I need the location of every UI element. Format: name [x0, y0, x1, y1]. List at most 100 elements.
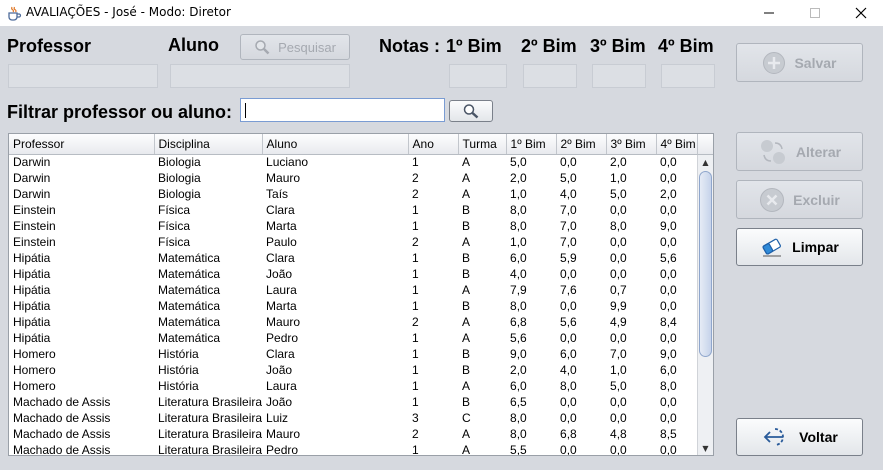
table-cell: 1	[412, 443, 419, 456]
scrollbar-thumb[interactable]	[699, 171, 712, 357]
excluir-button[interactable]: Excluir	[736, 180, 863, 219]
table-cell: C	[462, 411, 471, 425]
filter-input[interactable]	[240, 98, 445, 122]
table-cell: 1	[412, 331, 419, 345]
table-cell: Hipátia	[13, 331, 51, 345]
table-row[interactable]: Machado de Assis Literatura Brasileira Ped…	[9, 442, 706, 456]
table-cell: Física	[158, 235, 191, 249]
table-cell: Matemática	[158, 267, 221, 281]
table-row[interactable]: Homero História Laura 1 A 6,0 8,0 5,0 8,0	[9, 378, 706, 394]
table-cell: 0,0	[560, 267, 577, 281]
close-icon	[855, 7, 867, 19]
table-cell: Hipátia	[13, 299, 51, 313]
table-row[interactable]: Homero História João 1 B 2,0 4,0 1,0 6,0	[9, 362, 706, 378]
table-row[interactable]: Hipátia Matemática Clara 1 B 6,0 5,9 0,0 5,6	[9, 250, 706, 266]
vertical-scrollbar[interactable]: ▲ ▼	[697, 155, 713, 455]
table-cell: 0,0	[560, 299, 577, 313]
alterar-button[interactable]: Alterar	[736, 132, 863, 171]
col-header-bim2[interactable]: 2º Bim	[556, 134, 607, 155]
bim3-field[interactable]	[592, 64, 646, 88]
table-cell: 1	[412, 299, 419, 313]
table-row[interactable]: Hipátia Matemática Mauro 2 A 6,8 5,6 4,9 8,4	[9, 314, 706, 330]
table-cell: Luciano	[266, 155, 309, 170]
close-button[interactable]	[838, 0, 883, 26]
eraser-icon	[760, 236, 784, 258]
voltar-button[interactable]: Voltar	[736, 418, 863, 456]
table-row[interactable]: Homero História Clara 1 B 9,0 6,0 7,0 9,0	[9, 346, 706, 362]
table-row[interactable]: Hipátia Matemática Laura 1 A 7,9 7,6 0,7 0,0	[9, 282, 706, 298]
table-cell: 4,0	[560, 187, 577, 201]
table-cell: Machado de Assis	[13, 427, 111, 441]
java-cup-icon	[8, 6, 22, 21]
minimize-button[interactable]	[746, 0, 792, 26]
table-cell: 5,0	[560, 171, 577, 185]
table-row[interactable]: Einstein Física Clara 1 B 8,0 7,0 0,0 0,0	[9, 202, 706, 218]
professor-label: Professor	[7, 36, 92, 56]
col-header-turma[interactable]: Turma	[458, 134, 507, 155]
table-cell: Hipátia	[13, 267, 51, 281]
table-cell: Hipátia	[13, 315, 51, 329]
table-cell: Clara	[266, 251, 295, 265]
table-cell: 5,6	[560, 315, 577, 329]
table-row[interactable]: Machado de Assis Literatura Brasileira Mau…	[9, 426, 706, 442]
col-header-bim1[interactable]: 1º Bim	[506, 134, 557, 155]
aluno-label: Aluno	[168, 35, 219, 55]
bim1-field[interactable]	[449, 64, 507, 88]
table-cell: Física	[158, 219, 191, 233]
table-cell: Matemática	[158, 331, 221, 345]
window-title: AVALIAÇÕES - José - Modo: Diretor	[26, 5, 231, 19]
table-cell: 4,0	[560, 363, 577, 377]
filter-search-button[interactable]	[449, 100, 493, 122]
table-cell: 0,0	[560, 331, 577, 345]
scroll-up-icon[interactable]: ▲	[702, 157, 709, 167]
table-cell: B	[462, 395, 471, 409]
bim2-field[interactable]	[523, 64, 577, 88]
table-row[interactable]: Hipátia Matemática Marta 1 B 8,0 0,0 9,9 0,0	[9, 298, 706, 314]
limpar-button[interactable]: Limpar	[736, 228, 863, 266]
search-icon	[463, 104, 479, 119]
table-row[interactable]: Darwin Biologia Taís 2 A 1,0 4,0 5,0 2,0	[9, 186, 706, 202]
table-cell: A	[462, 331, 471, 345]
table-row[interactable]: Einstein Física Paulo 2 A 1,0 7,0 0,0 0,0	[9, 234, 706, 250]
pesquisar-label: Pesquisar	[278, 39, 336, 55]
scroll-down-icon[interactable]: ▼	[702, 443, 709, 453]
table-cell: Hipátia	[13, 251, 51, 265]
col-header-ano[interactable]: Ano	[408, 134, 459, 155]
maximize-button[interactable]	[792, 0, 838, 26]
table-row[interactable]: Hipátia Matemática Pedro 1 A 5,6 0,0 0,0 0,0	[9, 330, 706, 346]
table-cell: Biologia	[158, 187, 201, 201]
table-cell: 2,0	[510, 171, 527, 185]
grades-table[interactable]: Professor Disciplina Aluno Ano Turma 1º …	[8, 133, 714, 456]
pesquisar-button[interactable]: Pesquisar	[240, 34, 350, 60]
maximize-icon	[810, 8, 820, 18]
table-row[interactable]: Einstein Física Marta 1 B 8,0 7,0 8,0 9,0	[9, 218, 706, 234]
col-header-bim3[interactable]: 3º Bim	[606, 134, 657, 155]
col-header-aluno[interactable]: Aluno	[262, 134, 409, 155]
table-cell: 8,0	[560, 379, 577, 393]
table-cell: Literatura Brasileira	[158, 427, 263, 441]
table-cell: 1	[412, 347, 419, 361]
salvar-button[interactable]: Salvar	[736, 43, 863, 82]
table-row[interactable]: Machado de Assis Literatura Brasileira Joã…	[9, 394, 706, 410]
table-cell: 2,0	[510, 363, 527, 377]
table-row[interactable]: Darwin Biologia Mauro 2 A 2,0 5,0 1,0 0,0	[9, 170, 706, 186]
table-cell: Laura	[266, 379, 297, 393]
professor-field[interactable]	[8, 64, 158, 88]
table-cell: Literatura Brasileira	[158, 411, 263, 425]
table-cell: B	[462, 251, 471, 265]
col-header-disciplina[interactable]: Disciplina	[154, 134, 263, 155]
table-row[interactable]: Machado de Assis Literatura Brasileira Lui…	[9, 410, 706, 426]
table-cell: Einstein	[13, 235, 56, 249]
aluno-field[interactable]	[170, 64, 350, 88]
col-header-bim4[interactable]: 4º Bim	[656, 134, 707, 155]
bim4-field[interactable]	[661, 64, 715, 88]
table-cell: 7,0	[610, 347, 627, 361]
table-cell: A	[462, 187, 471, 201]
table-cell: 1	[412, 203, 419, 217]
table-cell: 0,0	[610, 267, 627, 281]
table-row[interactable]: Hipátia Matemática João 1 B 4,0 0,0 0,0 0,0	[9, 266, 706, 282]
table-cell: 1,0	[610, 171, 627, 185]
table-row[interactable]: Darwin Biologia Luciano 1 A 5,0 0,0 2,0 0,0	[9, 154, 706, 170]
table-cell: 0,0	[610, 395, 627, 409]
col-header-professor[interactable]: Professor	[9, 134, 155, 155]
